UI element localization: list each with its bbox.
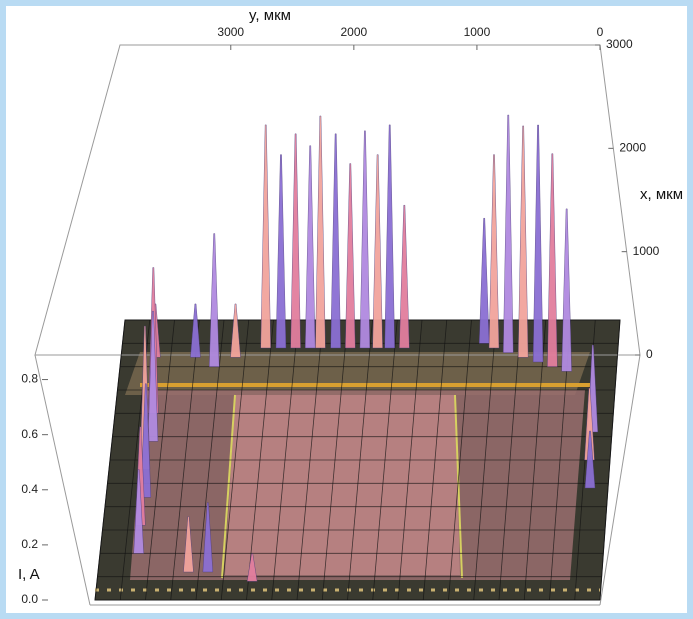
z-tick-label: 0.4 [21, 482, 38, 496]
y-tick-label: 3000 [217, 25, 244, 39]
y-tick-label: 1000 [464, 25, 491, 39]
x-tick-label: 2000 [619, 141, 646, 155]
y-axis-title: y, мкм [249, 7, 291, 24]
z-tick-label: 0.2 [21, 537, 38, 551]
x-tick-label: 1000 [633, 244, 660, 258]
x-tick-label: 3000 [606, 37, 633, 51]
chart: y, мкм x, мкм I, A 300020001000030002000… [0, 0, 693, 619]
z-tick-label: 0.0 [21, 592, 38, 606]
z-axis-title: I, A [18, 566, 40, 583]
z-tick-label: 0.8 [21, 372, 38, 386]
x-axis-title: x, мкм [640, 186, 683, 203]
y-tick-label: 2000 [340, 25, 367, 39]
y-tick-label: 0 [597, 25, 604, 39]
z-tick-label: 0.6 [21, 427, 38, 441]
x-tick-label: 0 [646, 347, 653, 361]
page: y, мкм x, мкм I, A 300020001000030002000… [0, 0, 693, 619]
